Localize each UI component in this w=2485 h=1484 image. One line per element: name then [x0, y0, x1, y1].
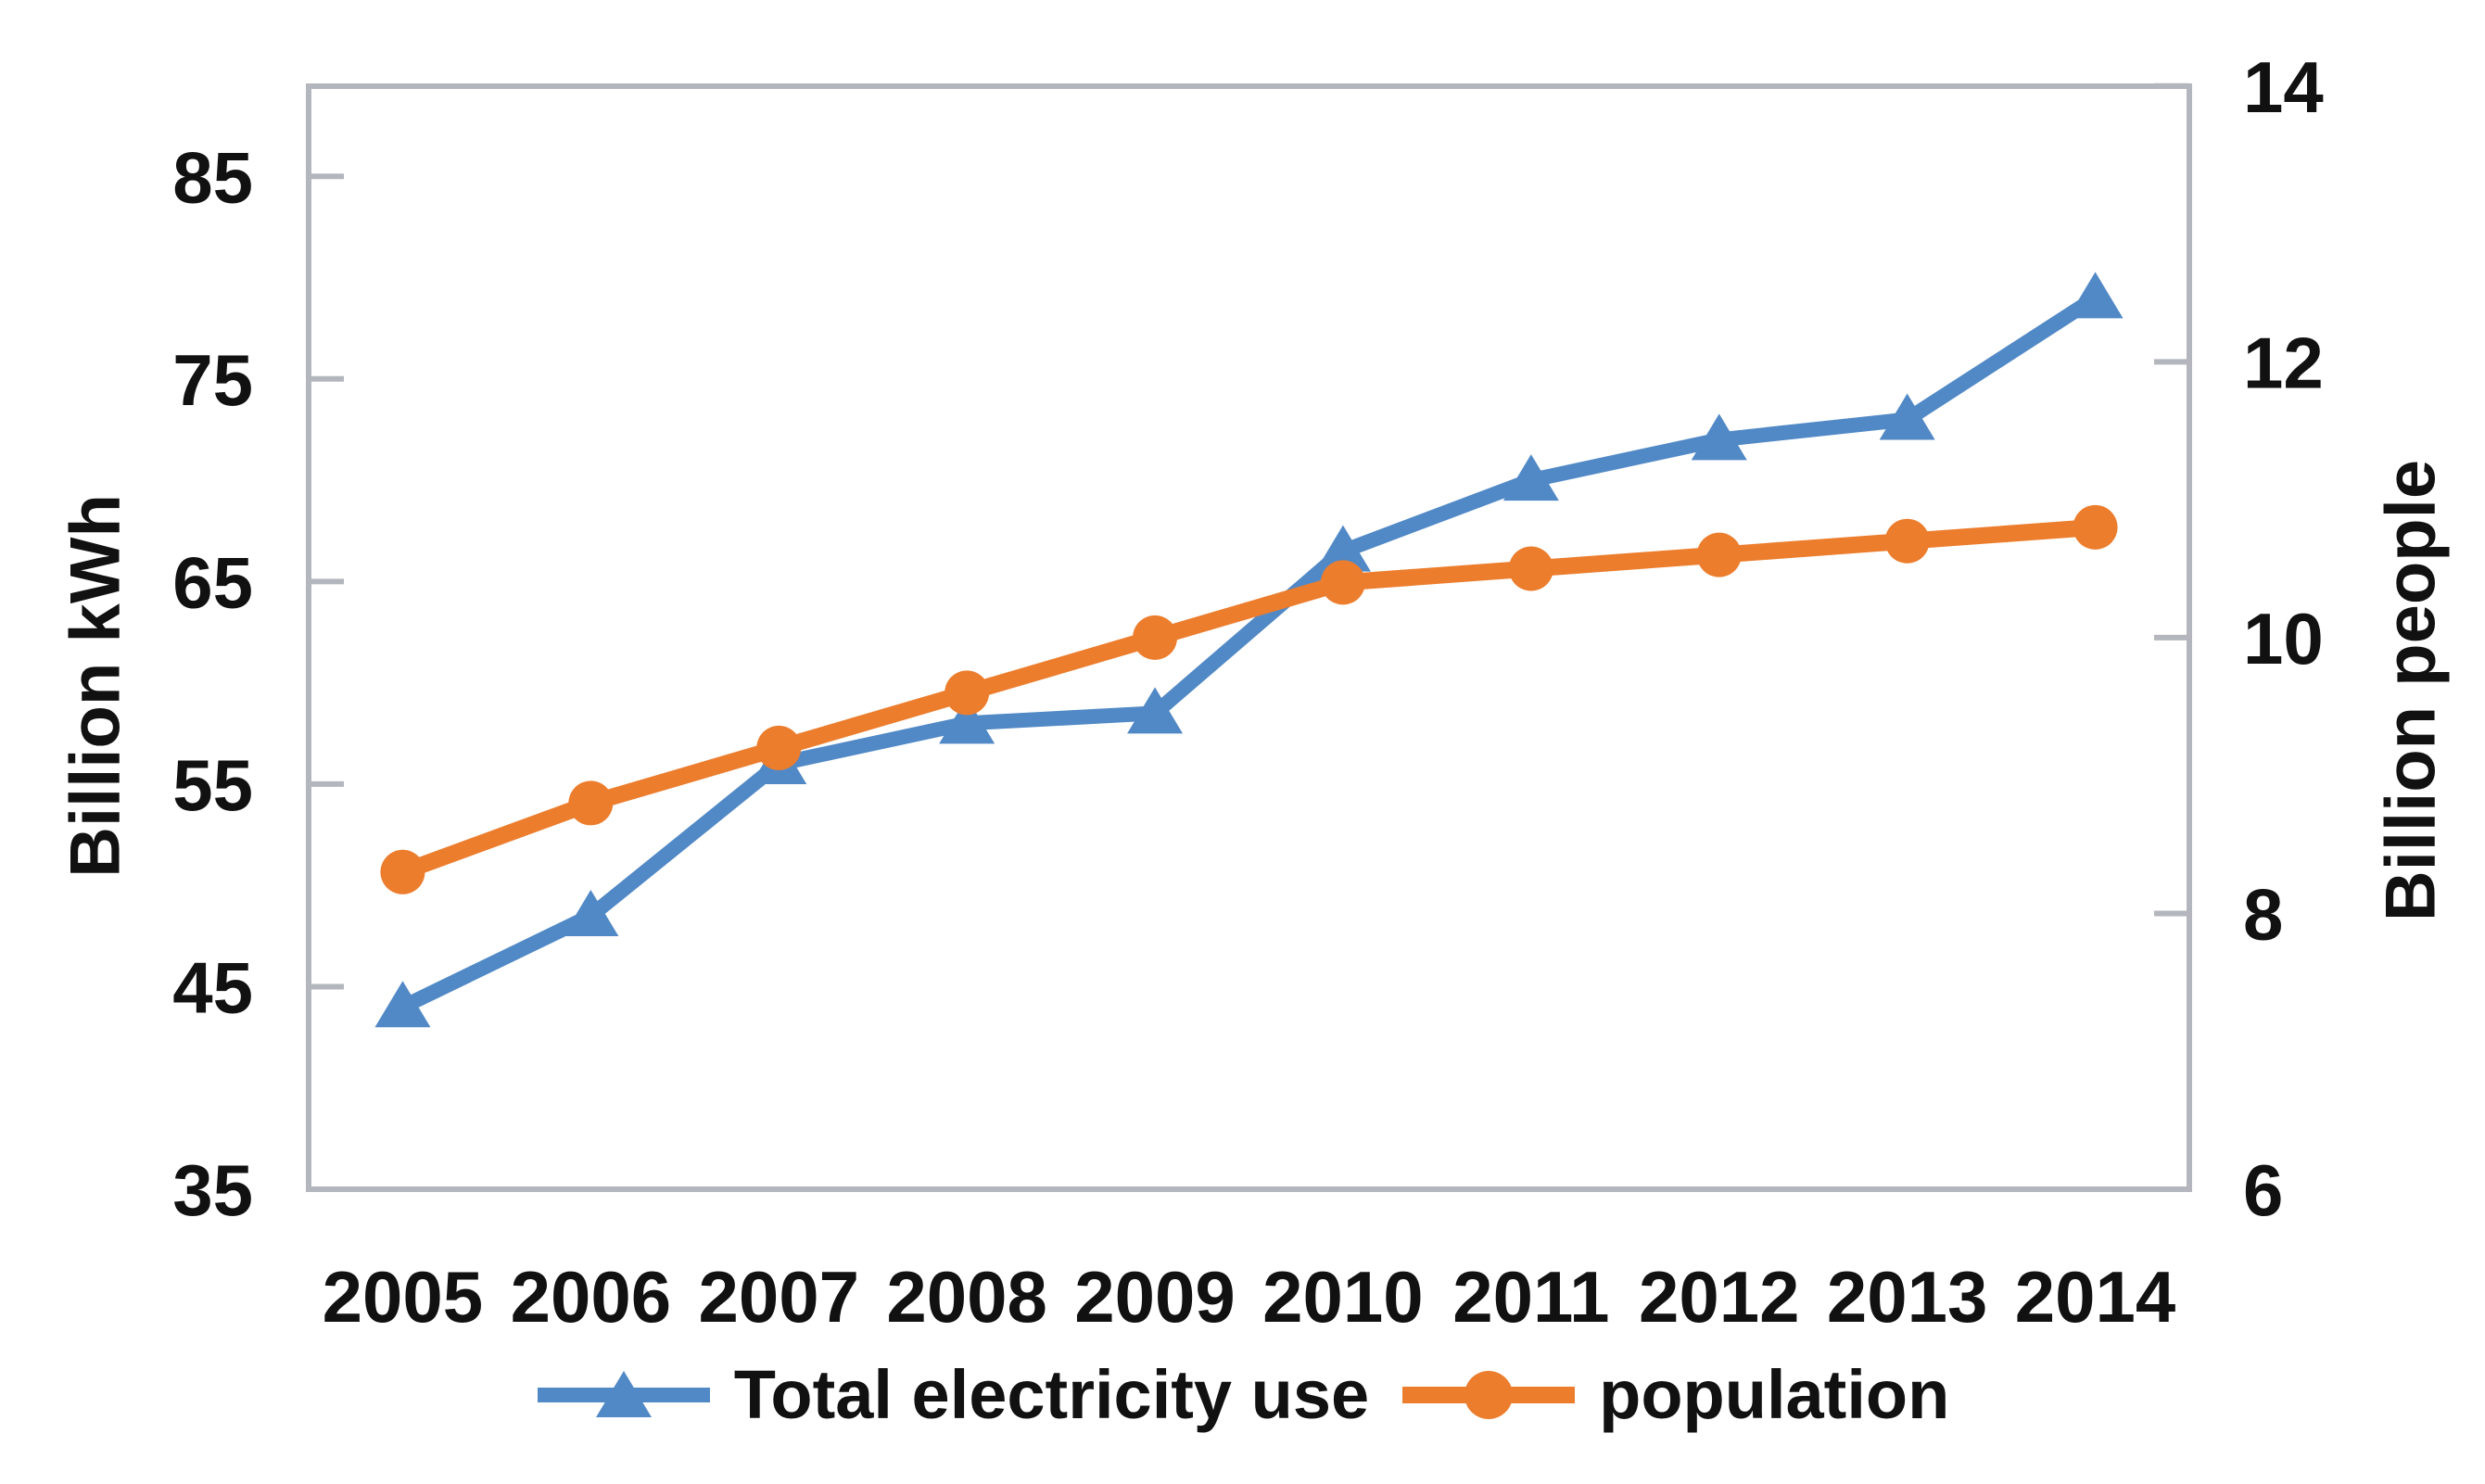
right-axis-tick-label-14: 14: [2243, 46, 2324, 128]
marker-total-electricity-use-2006: [563, 889, 619, 936]
marker-population-2011: [1508, 546, 1553, 591]
legend-label-population: population: [1599, 1356, 1950, 1433]
left-axis-tick-label-45: 45: [172, 947, 253, 1029]
left-axis-tick-label-85: 85: [172, 136, 253, 218]
left-axis-tick-label-65: 65: [172, 541, 253, 623]
marker-population-2007: [756, 725, 802, 770]
legend-label-total-electricity-use: Total electricity use: [733, 1356, 1370, 1433]
x-axis-label-2009: 2009: [1074, 1256, 1236, 1338]
x-axis-label-2012: 2012: [1639, 1256, 1800, 1338]
marker-total-electricity-use-2005: [374, 981, 431, 1028]
legend-item-population: population: [1401, 1361, 1949, 1429]
marker-total-electricity-use-2014: [2067, 272, 2124, 319]
right-axis-tick-label-12: 12: [2243, 322, 2324, 403]
x-axis-label-2007: 2007: [698, 1256, 859, 1338]
marker-population-2005: [380, 849, 425, 894]
marker-total-electricity-use-2012: [1691, 413, 1747, 461]
marker-total-electricity-use-2009: [1127, 687, 1184, 734]
right-axis-tick-label-10: 10: [2243, 598, 2324, 679]
x-axis-label-2008: 2008: [886, 1256, 1047, 1338]
left-axis-tick-label-55: 55: [172, 744, 253, 826]
left-axis-tick-label-75: 75: [172, 339, 253, 421]
marker-population-2013: [1884, 518, 1930, 564]
marker-total-electricity-use-2008: [939, 697, 995, 744]
marker-total-electricity-use-2013: [1879, 393, 1935, 440]
legend-item-total-electricity-use: Total electricity use: [536, 1361, 1369, 1429]
marker-total-electricity-use-2011: [1502, 454, 1559, 501]
x-axis-label-2006: 2006: [511, 1256, 672, 1338]
x-axis-label-2010: 2010: [1262, 1256, 1424, 1338]
right-axis-tick-label-6: 6: [2243, 1149, 2283, 1231]
x-axis-label-2005: 2005: [323, 1256, 484, 1338]
x-axis-label-2011: 2011: [1452, 1256, 1609, 1338]
x-axis-label-2014: 2014: [2015, 1256, 2176, 1338]
marker-population-2012: [1696, 532, 1742, 577]
marker-population-2006: [568, 780, 614, 826]
marker-total-electricity-use-2010: [1314, 525, 1371, 572]
population-series-swatch-icon: [1402, 1371, 1576, 1419]
legend: Total electricity use population: [0, 1361, 2485, 1429]
x-axis-label-2013: 2013: [1827, 1256, 1988, 1338]
marker-population-2010: [1320, 560, 1365, 605]
series-line-total-electricity-use: [395, 290, 2103, 1015]
electricity-series-swatch-icon: [537, 1371, 710, 1417]
marker-population-2008: [945, 670, 990, 716]
series-line-population: [394, 518, 2104, 881]
right-axis-tick-label-8: 8: [2243, 874, 2283, 956]
left-axis-tick-label-35: 35: [172, 1149, 253, 1231]
marker-population-2014: [2073, 504, 2118, 550]
left-axis-title: Billion kWh: [56, 494, 135, 878]
right-axis-title: Billion people: [2371, 459, 2451, 922]
marker-population-2009: [1133, 615, 1178, 660]
